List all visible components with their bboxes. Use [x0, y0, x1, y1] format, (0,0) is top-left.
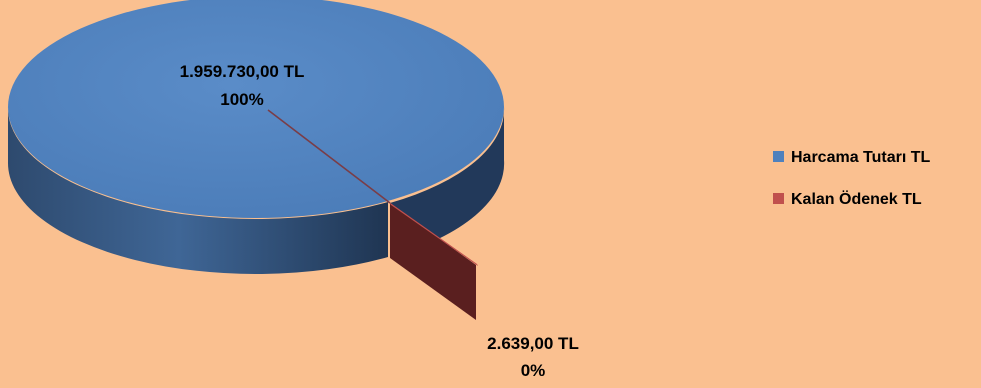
data-label-percent-harcama: 100%: [220, 90, 263, 109]
slice-side-harcama-right: [390, 107, 505, 257]
legend-swatch-harcama: [773, 151, 784, 162]
slice-side-harcama: [7, 107, 389, 275]
slice-top-harcama: [8, 0, 504, 218]
legend-label-harcama: Harcama Tutarı TL: [791, 149, 931, 166]
legend-swatch-kalan: [773, 193, 784, 204]
slice-side-kalan: [390, 203, 476, 320]
data-label-value-harcama: 1.959.730,00 TL: [180, 62, 305, 81]
slice-edge-kalan: [389, 202, 478, 266]
data-label-value-kalan: 2.639,00 TL: [487, 334, 579, 353]
legend: Harcama Tutarı TL Kalan Ödenek TL: [773, 149, 931, 208]
legend-label-kalan: Kalan Ödenek TL: [791, 189, 922, 208]
slice-spoke-kalan: [267, 109, 391, 204]
data-label-percent-kalan: 0%: [521, 361, 546, 380]
